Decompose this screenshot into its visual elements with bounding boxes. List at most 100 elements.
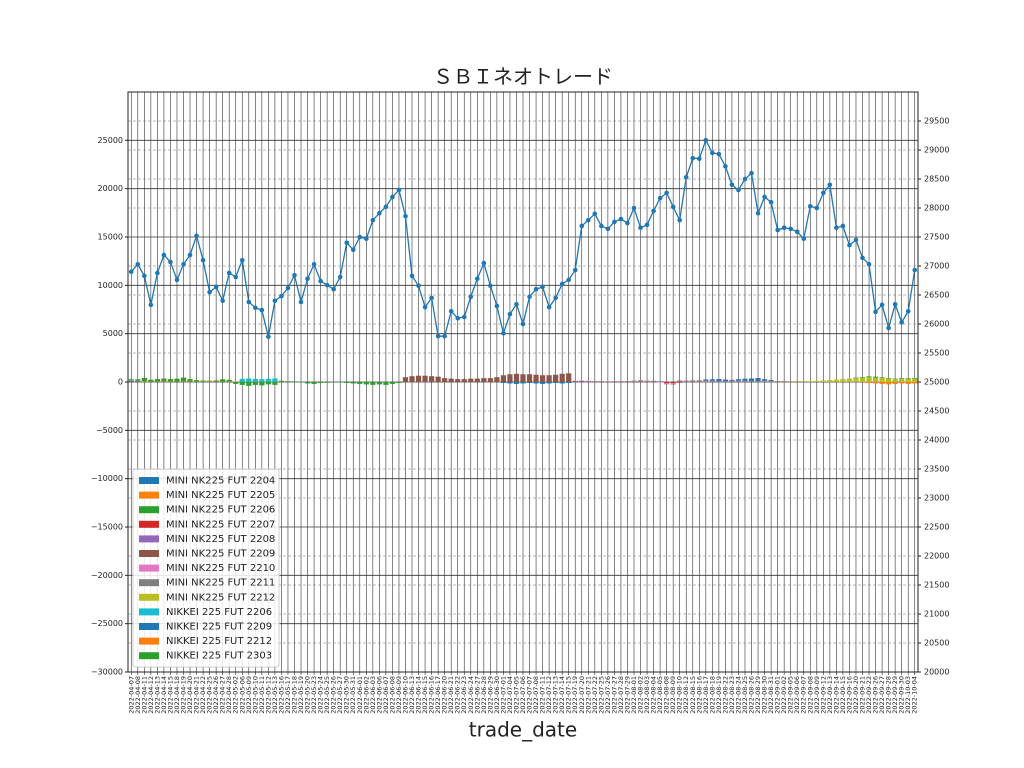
bar <box>637 380 644 382</box>
y2-tick-label: 23500 <box>924 465 949 474</box>
bar <box>468 378 474 382</box>
bar <box>807 381 813 382</box>
bar <box>579 380 585 382</box>
line-point <box>886 325 891 331</box>
x-tick-label: 2022-06-06 <box>375 676 383 714</box>
bar <box>148 379 154 382</box>
bar <box>801 381 807 382</box>
x-tick-label: 2022-07-15 <box>565 676 573 714</box>
bar <box>664 382 670 384</box>
bar <box>285 381 291 382</box>
legend-swatch <box>139 608 159 616</box>
line-point <box>690 155 696 161</box>
x-tick-label: 2022-09-14 <box>832 676 840 714</box>
x-tick-label: 2022-09-07 <box>800 676 808 714</box>
bar <box>128 380 134 381</box>
line-point <box>200 257 206 263</box>
x-tick-label: 2022-09-09 <box>813 676 821 714</box>
line-point <box>879 302 885 308</box>
line-point <box>592 211 598 217</box>
bar <box>905 382 911 384</box>
bar <box>729 379 735 381</box>
legend-label: MINI NK225 FUT 2211 <box>166 578 275 589</box>
line-point <box>403 213 408 219</box>
x-tick-label: 2022-08-23 <box>728 676 736 714</box>
x-tick-label: 2022-05-13 <box>271 676 279 714</box>
bar <box>703 381 709 382</box>
line-point <box>566 277 572 283</box>
bar <box>872 382 879 384</box>
bar <box>500 382 507 383</box>
y2-tick-label: 27000 <box>924 262 949 271</box>
bar <box>886 378 892 382</box>
x-tick-label: 2022-04-11 <box>140 676 148 714</box>
x-tick-label: 2022-06-07 <box>382 676 390 714</box>
x-tick-label: 2022-05-02 <box>232 676 240 714</box>
x-tick-label: 2022-04-12 <box>147 676 155 714</box>
x-tick-label: 2022-08-22 <box>721 676 729 714</box>
bar <box>677 382 683 383</box>
x-tick-label: 2022-07-27 <box>610 676 618 714</box>
line-point <box>161 252 167 258</box>
y-tick-label: −20000 <box>91 571 123 580</box>
line-point <box>677 217 682 223</box>
line-point <box>618 216 624 222</box>
bar <box>500 375 507 382</box>
x-tick-label: 2022-05-30 <box>343 676 351 714</box>
line-point <box>749 170 754 176</box>
x-tick-label: 2022-06-03 <box>369 676 377 714</box>
bar <box>768 380 774 382</box>
x-tick-label: 2022-05-20 <box>304 676 312 714</box>
line-point <box>422 304 428 310</box>
x-tick-label: 2022-07-07 <box>526 676 534 714</box>
y2-tick-label: 28000 <box>924 204 949 213</box>
x-tick-label: 2022-08-10 <box>676 676 684 714</box>
bar <box>193 380 200 382</box>
bar <box>415 375 422 382</box>
y-tick-label: 15000 <box>98 233 123 242</box>
y2-tick-label: 20000 <box>924 668 949 677</box>
bar <box>526 374 533 382</box>
bar <box>272 382 278 385</box>
bar <box>912 382 918 384</box>
x-tick-label: 2022-10-03 <box>904 676 912 714</box>
y-tick-label: −25000 <box>91 619 123 628</box>
bar <box>507 382 513 384</box>
line-point <box>670 204 676 210</box>
legend-swatch <box>139 623 159 630</box>
legend-label: MINI NK225 FUT 2209 <box>166 549 275 560</box>
x-tick-label: 2022-06-24 <box>467 676 475 714</box>
chart-title: ＳＢＩネオトレード <box>433 65 613 89</box>
line-point <box>651 208 656 214</box>
legend-label: MINI NK225 FUT 2208 <box>166 534 275 545</box>
line-point <box>259 307 265 313</box>
y-tick-label: 20000 <box>98 184 123 193</box>
bar <box>200 380 206 382</box>
y-tick-label: −5000 <box>96 426 123 435</box>
line-point <box>344 240 350 246</box>
bar <box>912 378 918 379</box>
x-tick-label: 2022-07-11 <box>539 676 547 714</box>
bar <box>409 376 415 382</box>
line-point <box>912 267 918 273</box>
plot-frame <box>127 91 919 673</box>
line-point <box>899 319 904 325</box>
line-point <box>788 226 793 232</box>
bar <box>879 382 885 384</box>
line-point <box>194 233 199 239</box>
line-point <box>794 229 800 235</box>
line-point <box>442 333 447 339</box>
line-point <box>429 295 434 301</box>
bar <box>872 377 879 382</box>
x-tick-label: 2022-09-20 <box>852 676 860 714</box>
y2-tick-label: 29500 <box>924 117 949 126</box>
bar <box>650 380 657 382</box>
line-point <box>585 217 591 223</box>
bar <box>742 380 748 382</box>
x-tick-label: 2022-08-15 <box>689 676 697 714</box>
x-tick-label: 2022-04-15 <box>166 676 174 714</box>
line-point <box>605 226 611 232</box>
line-point <box>514 301 519 307</box>
legend-label: MINI NK225 FUT 2212 <box>166 592 275 603</box>
legend-label: MINI NK225 FUT 2207 <box>166 519 275 530</box>
